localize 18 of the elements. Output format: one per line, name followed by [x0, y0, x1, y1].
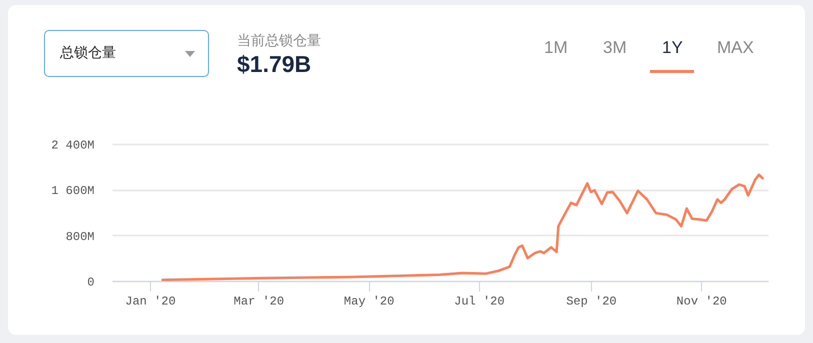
x-tick-label: Nov '20	[676, 294, 727, 308]
y-tick-label: 2 400M	[51, 138, 94, 152]
text: 当前总锁仓量	[237, 32, 321, 50]
y-tick-label: 1 600M	[51, 184, 94, 198]
x-tick-label: Sep '20	[566, 294, 617, 308]
x-tick-label: Jan '20	[125, 294, 176, 308]
x-tick-label: Jul '20	[454, 294, 505, 308]
x-tick-label: May '20	[344, 294, 394, 308]
text: 1Y	[662, 38, 683, 58]
y-tick-label: 0	[87, 276, 94, 290]
text: 总锁仓量	[60, 44, 116, 62]
x-tick-label: Mar '20	[234, 294, 284, 308]
text: 1M	[544, 38, 568, 58]
y-tick-label: 800M	[66, 230, 94, 244]
line-series	[161, 174, 764, 281]
text: MAX	[717, 38, 754, 58]
text: 3M	[603, 38, 627, 58]
text: $1.79B	[237, 51, 312, 78]
